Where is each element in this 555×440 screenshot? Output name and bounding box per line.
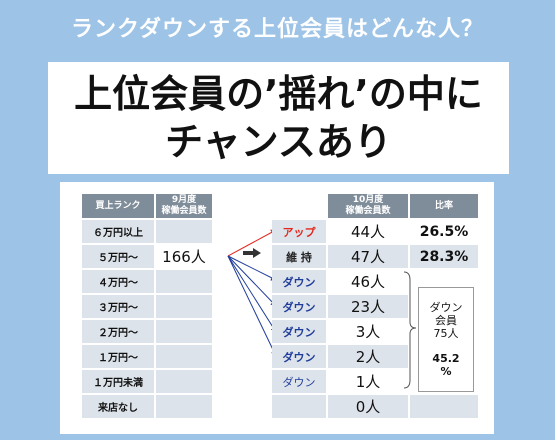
data-panel: 買上ランク 9月度 稼働会員数 ６万円以上 ５万円～ ４万円～ ３万円～ ２万円… xyxy=(60,182,494,434)
oct-count: 0人 xyxy=(328,395,408,418)
group-percent-sign: % xyxy=(440,365,452,378)
header-rank: 買上ランク xyxy=(82,194,154,218)
sept-cell xyxy=(156,370,212,393)
sept-count: 166人 xyxy=(156,245,212,268)
status-label-down: ダウン xyxy=(272,270,326,293)
rank-cell: １万円～ xyxy=(82,345,154,368)
sept-cell xyxy=(156,295,212,318)
oct-count: 47人 xyxy=(328,245,408,268)
arrow-up xyxy=(227,229,277,257)
group-line-3: 75人 xyxy=(433,327,459,340)
oct-count: 44人 xyxy=(350,223,386,241)
status-label-down: ダウン xyxy=(272,320,326,343)
big-right-arrow-icon xyxy=(243,248,261,258)
status-label-keep: 維 持 xyxy=(272,245,326,268)
sept-cell xyxy=(156,220,212,243)
group-line-1: ダウン xyxy=(429,301,463,314)
header-sept-text: 9月度 稼働会員数 xyxy=(161,195,207,216)
title-line-2: チャンスあり xyxy=(165,120,392,164)
ratio-keep: 28.3% xyxy=(410,245,478,268)
down-group-summary: ダウン 会員 75人 45.2 % xyxy=(418,287,474,392)
status-label-down: ダウン xyxy=(272,295,326,318)
rank-cell: ５万円～ xyxy=(82,245,154,268)
oct-count: 1人 xyxy=(355,373,381,391)
header-ratio: 比率 xyxy=(410,194,478,218)
rank-cell: 来店なし xyxy=(82,395,154,418)
rank-cell: １万円未満 xyxy=(82,370,154,393)
header-blank xyxy=(272,194,326,218)
transition-arrows xyxy=(227,229,277,357)
status-label-up: アップ xyxy=(272,220,326,243)
group-percent: 45.2 xyxy=(432,352,460,365)
group-bracket xyxy=(403,271,417,389)
ratio-up: 26.5% xyxy=(419,223,469,240)
group-line-2: 会員 xyxy=(435,314,457,327)
ratio-cell xyxy=(410,395,478,418)
rank-cell: ２万円～ xyxy=(82,320,154,343)
rank-cell: ６万円以上 xyxy=(82,220,154,243)
header-oct-text: 10月度 稼働会員数 xyxy=(345,195,391,216)
header-oct: 10月度 稼働会員数 xyxy=(328,194,408,218)
arrow-down xyxy=(227,255,277,357)
arrow-down xyxy=(227,255,277,333)
status-label-down: ダウン xyxy=(272,345,326,368)
title-box: 上位会員の’揺れ’の中に チャンスあり xyxy=(48,62,509,174)
sept-cell xyxy=(156,345,212,368)
oct-count: 46人 xyxy=(350,273,386,291)
header-question: ランクダウンする上位会員はどんな人？ xyxy=(70,17,485,42)
title-line-1: 上位会員の’揺れ’の中に xyxy=(74,72,483,116)
sept-cell xyxy=(156,320,212,343)
rank-cell: ３万円～ xyxy=(82,295,154,318)
arrow-down xyxy=(227,255,277,307)
sept-cell xyxy=(156,395,212,418)
oct-count: 23人 xyxy=(328,295,408,318)
status-label-none xyxy=(272,395,326,418)
arrow-down xyxy=(227,255,277,281)
sept-cell xyxy=(156,270,212,293)
header-sept: 9月度 稼働会員数 xyxy=(156,194,212,218)
oct-count: 2人 xyxy=(328,345,408,368)
oct-count: 3人 xyxy=(355,323,381,341)
status-label-down: ダウン xyxy=(272,370,326,393)
rank-cell: ４万円～ xyxy=(82,270,154,293)
